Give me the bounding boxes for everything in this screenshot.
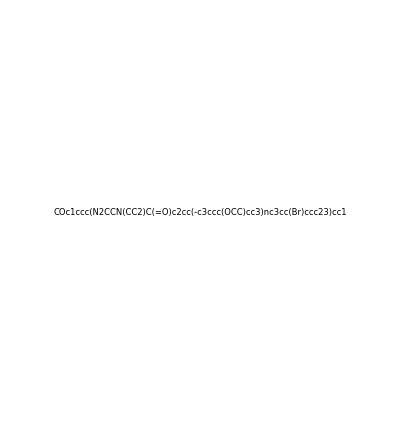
Text: COc1ccc(N2CCN(CC2)C(=O)c2cc(-c3ccc(OCC)cc3)nc3cc(Br)ccc23)cc1: COc1ccc(N2CCN(CC2)C(=O)c2cc(-c3ccc(OCC)c…: [54, 208, 347, 217]
